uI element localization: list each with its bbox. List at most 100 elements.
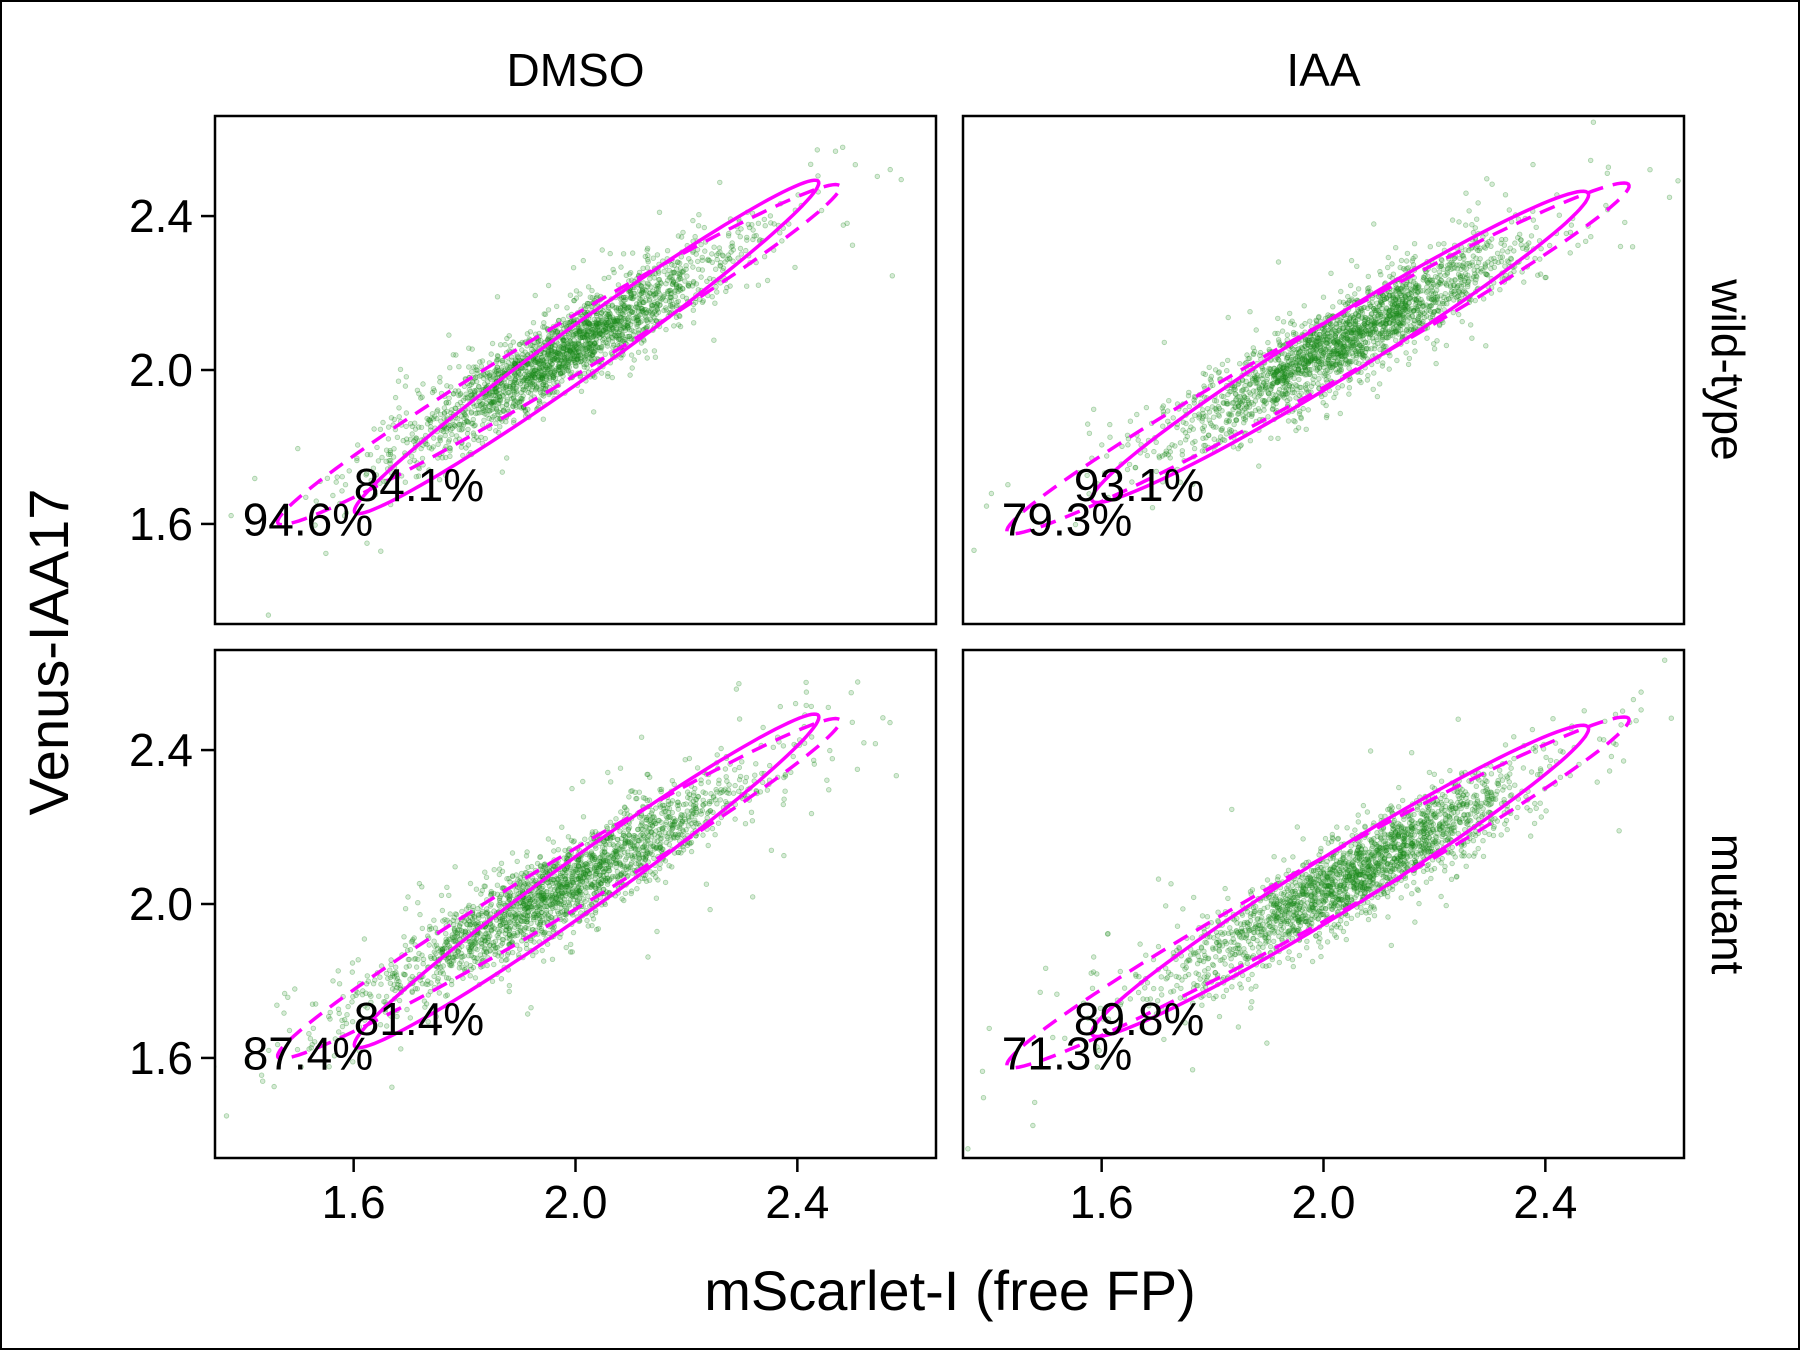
scatter-point [1304, 381, 1310, 387]
scatter-point [489, 978, 496, 984]
scatter-point [497, 394, 503, 400]
scatter-point [493, 420, 499, 426]
scatter-point [540, 324, 546, 330]
scatter-point [1450, 261, 1456, 268]
scatter-point [634, 314, 641, 320]
scatter-point [644, 284, 650, 290]
scatter-point [568, 319, 574, 325]
scatter-point [642, 253, 648, 260]
scatter-point [578, 325, 584, 331]
scatter-point [545, 349, 551, 355]
scatter-point [610, 335, 616, 341]
scatter-point [1227, 429, 1233, 435]
scatter-point [591, 340, 598, 347]
scatter-point [339, 474, 345, 480]
scatter-point [1330, 358, 1337, 364]
scatter-point [696, 211, 702, 218]
scatter-point [446, 395, 452, 401]
scatter-point [481, 408, 487, 414]
scatter-point [541, 372, 547, 378]
scatter-point [453, 405, 459, 412]
scatter-point [396, 414, 402, 420]
scatter-point [573, 345, 579, 351]
scatter-point [567, 349, 573, 355]
scatter-point [486, 373, 492, 379]
scatter-point [1295, 366, 1302, 373]
scatter-point [626, 794, 632, 800]
scatter-point [1189, 440, 1196, 446]
scatter-point [611, 321, 617, 327]
scatter-point [603, 310, 609, 317]
scatter-point [1278, 391, 1284, 397]
scatter-point [647, 296, 653, 302]
scatter-point [1393, 282, 1399, 288]
scatter-point [524, 368, 530, 375]
scatter-point [1232, 404, 1238, 410]
scatter-point [620, 302, 626, 308]
scatter-point [680, 229, 686, 236]
scatter-point [658, 280, 664, 287]
scatter-point [556, 362, 562, 368]
scatter-point [762, 222, 768, 229]
scatter-point [540, 379, 547, 386]
scatter-point [622, 327, 628, 333]
scatter-point [577, 335, 583, 341]
scatter-point [1556, 212, 1562, 218]
scatter-point [620, 311, 626, 318]
scatter-point [753, 232, 759, 239]
scatter-point [623, 294, 629, 301]
scatter-point [500, 369, 506, 375]
scatter-point [1358, 332, 1364, 338]
scatter-point [596, 327, 603, 333]
scatter-point [1219, 361, 1226, 367]
scatter-point [622, 302, 628, 309]
scatter-point [733, 686, 740, 692]
scatter-point [1210, 414, 1217, 420]
scatter-point [437, 437, 444, 444]
scatter-point [563, 346, 569, 353]
scatter-point [420, 381, 426, 387]
scatter-point [581, 329, 587, 335]
scatter-point [407, 436, 414, 442]
scatter-point [499, 365, 505, 371]
scatter-point [1405, 361, 1412, 368]
scatter-point [397, 366, 404, 373]
scatter-point [1389, 261, 1395, 267]
scatter-point [695, 266, 702, 272]
scatter-point [717, 179, 723, 186]
scatter-point [1266, 391, 1272, 397]
scatter-point [537, 398, 543, 405]
scatter-point [456, 421, 463, 427]
scatter-point [583, 323, 589, 330]
scatter-point [1568, 222, 1575, 228]
scatter-point [557, 371, 564, 377]
scatter-point [1403, 258, 1410, 264]
scatter-point [540, 373, 546, 379]
scatter-point [564, 353, 570, 360]
scatter-point [1504, 258, 1510, 264]
scatter-point [504, 398, 510, 404]
scatter-point [1325, 339, 1331, 345]
scatter-point [1451, 291, 1457, 298]
scatter-point [560, 322, 567, 328]
scatter-point [1461, 255, 1467, 262]
scatter-point [704, 278, 710, 284]
scatter-point [617, 311, 623, 317]
scatter-point [1371, 346, 1378, 352]
scatter-point [1236, 361, 1243, 367]
scatter-point [537, 361, 543, 367]
scatter-point [1186, 389, 1192, 396]
scatter-point [743, 774, 750, 781]
scatter-point [354, 457, 360, 464]
scatter-point [1364, 377, 1371, 383]
scatter-point [1506, 207, 1512, 213]
scatter-point [1603, 202, 1609, 209]
scatter-point [705, 842, 711, 849]
scatter-point [512, 402, 519, 408]
scatter-point [576, 329, 583, 335]
scatter-point [1213, 406, 1220, 412]
scatter-point [1143, 404, 1150, 411]
scatter-point [1497, 287, 1503, 293]
scatter-point [669, 277, 675, 283]
scatter-point [1366, 317, 1372, 323]
